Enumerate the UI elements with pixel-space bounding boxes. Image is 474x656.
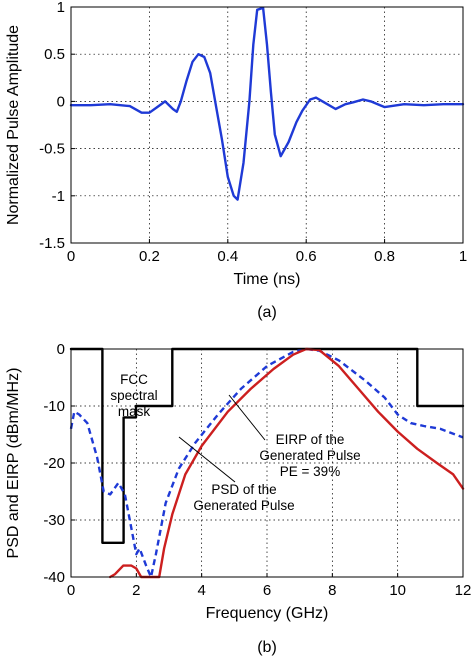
chart-a-ticks: 0 0.2 0.4 0.6 0.8 1 1 0.5 0 -0.5 -1 -1.5 [39, 0, 467, 265]
y-tick-label: 0 [57, 93, 65, 110]
chart-b-x-axis-label: Frequency (GHz) [206, 605, 329, 622]
series-line-2 [69, 347, 464, 579]
x-tick-label: 4 [197, 582, 205, 599]
series-line-1 [69, 6, 465, 201]
x-tick-label: 0 [67, 248, 75, 265]
y-tick-label: 0 [57, 341, 65, 358]
series-line-3 [109, 347, 465, 579]
x-tick-label: 0.8 [374, 248, 395, 265]
x-tick-label: 0.4 [217, 248, 238, 265]
y-tick-label: -20 [43, 455, 65, 472]
fcc-mask-annotation-line1: FCC [120, 372, 148, 387]
y-tick-label: -1 [52, 188, 65, 205]
x-tick-label: 1 [459, 248, 467, 265]
x-tick-label: 10 [389, 582, 406, 599]
chart-b-caption: (b) [257, 639, 277, 656]
chart-b-y-axis-label: PSD and EIRP (dBm/MHz) [5, 368, 22, 559]
x-tick-label: 12 [455, 582, 472, 599]
chart-b-grid [71, 349, 463, 577]
x-tick-label: 0.6 [296, 248, 317, 265]
chart-a-plot-frame [70, 6, 464, 244]
y-tick-label: -0.5 [39, 141, 65, 158]
psd-annotation-line1: PSD of the [211, 482, 276, 497]
chart-a-grid [71, 7, 463, 243]
eirp-annotation-line3: PE = 39% [280, 464, 340, 479]
x-tick-label: 8 [328, 582, 336, 599]
eirp-annotation-line2: Generated Pulse [259, 448, 360, 463]
eirp-annotation-arrow [228, 394, 266, 441]
chart-a: 0 0.2 0.4 0.6 0.8 110.50-0.5-1-1.5 Time (ns) … [5, 0, 467, 321]
chart-a-y-axis-label: Normalized Pulse Amplitude [5, 25, 22, 225]
fcc-mask-annotation-line2: spectral [110, 388, 157, 403]
psd-annotation-arrow [178, 436, 236, 483]
x-tick-label: 0 [67, 582, 75, 599]
y-tick-label: 1 [57, 0, 65, 16]
chart-a-series [69, 6, 465, 201]
psd-annotation-line2: Generated Pulse [193, 498, 294, 513]
chart-b-series [69, 347, 465, 579]
fcc-mask-annotation-line3: mask [118, 404, 151, 419]
chart-a-caption: (a) [257, 304, 277, 321]
chart-b-ticks: 0 2 4 6 8 10 12 0 -10 -20 -30 -40 [43, 341, 471, 599]
y-tick-label: -1.5 [39, 235, 65, 252]
series-line-1 [69, 347, 465, 544]
eirp-annotation-line1: EIRP of the [276, 432, 345, 447]
chart-a-x-axis-label: Time (ns) [234, 271, 301, 288]
y-tick-label: -10 [43, 398, 65, 415]
y-tick-label: 0.5 [44, 46, 65, 63]
x-tick-label: 2 [132, 582, 140, 599]
x-tick-label: 6 [263, 582, 271, 599]
y-tick-label: -40 [43, 569, 65, 586]
x-tick-label: 0.2 [139, 248, 160, 265]
y-tick-label: -30 [43, 512, 65, 529]
chart-b: 0 2 4 6 8 10 12 0 -10 -20 -30 -40 Frequency (GHz) P… [5, 341, 471, 656]
